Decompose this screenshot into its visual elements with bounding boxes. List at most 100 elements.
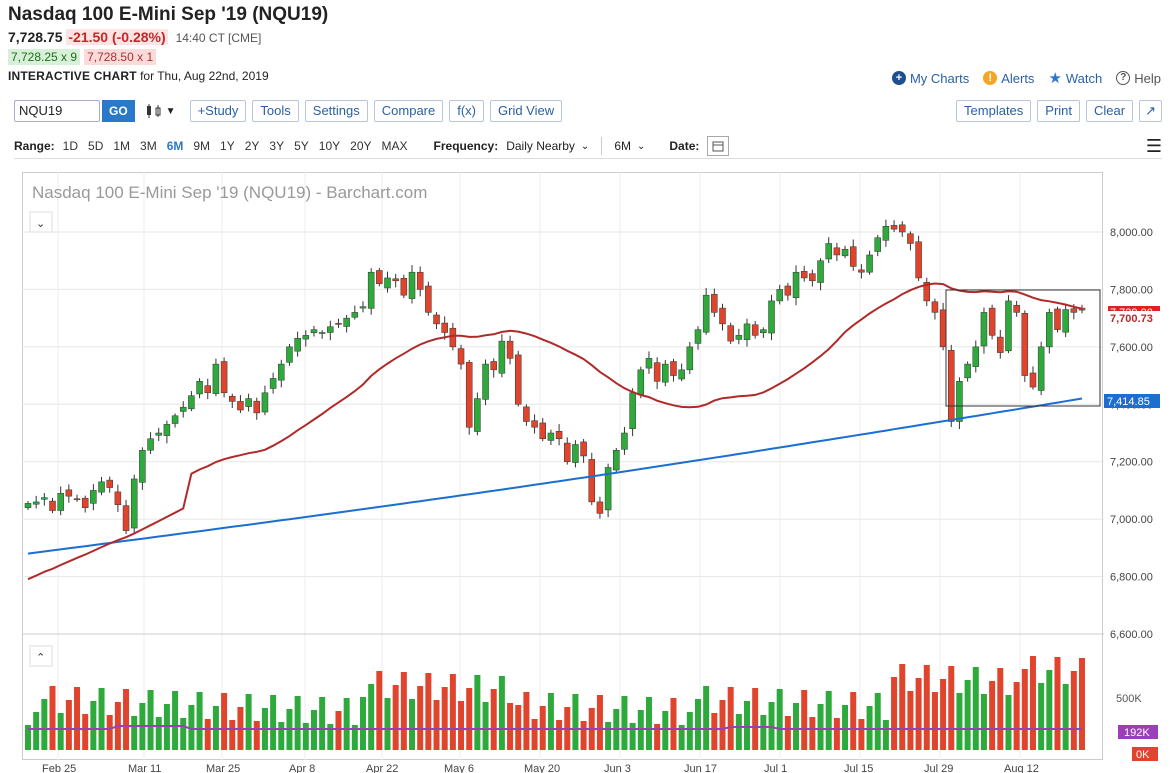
candle-body[interactable]: [858, 269, 865, 273]
range-option-max[interactable]: MAX: [381, 139, 408, 153]
candle-body[interactable]: [490, 361, 497, 371]
candle-body[interactable]: [939, 309, 947, 348]
candle-body[interactable]: [171, 415, 179, 424]
study-button[interactable]: +Study: [189, 100, 247, 122]
candle-body[interactable]: [24, 503, 32, 508]
candle-body[interactable]: [596, 501, 604, 514]
candle-body[interactable]: [613, 449, 620, 471]
candle-body[interactable]: [122, 505, 130, 531]
candle-body[interactable]: [866, 254, 873, 273]
symbol-input[interactable]: NQU19: [14, 100, 100, 122]
candle-body[interactable]: [1013, 304, 1020, 313]
candle-body[interactable]: [106, 479, 113, 488]
templates-button[interactable]: Templates: [956, 100, 1032, 122]
candle-body[interactable]: [506, 340, 514, 359]
candle-body[interactable]: [898, 224, 906, 233]
candle-body[interactable]: [335, 323, 342, 325]
frequency-select[interactable]: Daily Nearby ⌄: [506, 139, 589, 153]
volume-collapse-button[interactable]: ⌃: [29, 645, 53, 667]
go-button[interactable]: GO: [102, 100, 135, 122]
candle-body[interactable]: [204, 385, 212, 394]
candle-body[interactable]: [384, 277, 391, 289]
candle-body[interactable]: [1070, 308, 1078, 313]
candle-body[interactable]: [441, 322, 448, 333]
candle-body[interactable]: [760, 329, 767, 334]
candle-body[interactable]: [400, 277, 408, 296]
collapse-button[interactable]: ⌄: [29, 211, 53, 233]
candle-body[interactable]: [229, 395, 236, 402]
candle-body[interactable]: [49, 500, 56, 511]
candle-body[interactable]: [686, 346, 694, 371]
range-option-20y[interactable]: 20Y: [350, 139, 372, 153]
candle-body[interactable]: [188, 395, 195, 410]
range-option-10y[interactable]: 10Y: [318, 139, 341, 153]
candle-body[interactable]: [923, 282, 931, 302]
candle-body[interactable]: [776, 289, 783, 302]
candle-body[interactable]: [694, 329, 702, 344]
candle-body[interactable]: [425, 285, 432, 313]
candle-body[interactable]: [179, 406, 187, 412]
candle-body[interactable]: [278, 363, 285, 381]
candle-body[interactable]: [833, 247, 841, 256]
candle-body[interactable]: [841, 248, 849, 257]
clear-button[interactable]: Clear: [1086, 100, 1134, 122]
candle-body[interactable]: [792, 271, 800, 299]
candle-body[interactable]: [498, 340, 506, 374]
candle-body[interactable]: [261, 392, 269, 413]
candle-body[interactable]: [416, 271, 424, 290]
help-link[interactable]: ? Help: [1116, 71, 1161, 86]
candle-body[interactable]: [751, 324, 759, 336]
candle-body[interactable]: [73, 498, 81, 501]
period-select[interactable]: 6M ⌄: [614, 139, 645, 153]
candle-body[interactable]: [849, 246, 857, 267]
candle-body[interactable]: [621, 432, 628, 450]
candle-body[interactable]: [637, 369, 645, 395]
candle-body[interactable]: [1062, 309, 1069, 333]
chart-type-selector[interactable]: ▼: [145, 103, 176, 119]
candle-body[interactable]: [237, 401, 244, 411]
print-button[interactable]: Print: [1037, 100, 1081, 122]
candle-body[interactable]: [163, 424, 171, 436]
candle-body[interactable]: [915, 241, 922, 279]
candle-body[interactable]: [948, 350, 955, 422]
candle-body[interactable]: [253, 400, 261, 414]
candle-body[interactable]: [653, 362, 661, 382]
candle-body[interactable]: [727, 325, 734, 342]
candle-body[interactable]: [964, 363, 971, 379]
candle-body[interactable]: [588, 459, 596, 503]
candle-body[interactable]: [359, 306, 367, 309]
candle-body[interactable]: [719, 307, 726, 325]
candle-body[interactable]: [980, 312, 988, 347]
candle-body[interactable]: [65, 489, 73, 497]
candle-body[interactable]: [408, 271, 416, 299]
candle-body[interactable]: [449, 327, 457, 348]
candle-body[interactable]: [890, 225, 898, 230]
candle-body[interactable]: [572, 444, 579, 463]
range-box-drawing[interactable]: [945, 289, 1101, 407]
candle-body[interactable]: [457, 348, 465, 365]
tools-button[interactable]: Tools: [252, 100, 299, 122]
candle-body[interactable]: [310, 329, 318, 334]
candle-body[interactable]: [956, 381, 963, 422]
candle-body[interactable]: [997, 336, 1004, 353]
range-option-5y[interactable]: 5Y: [294, 139, 309, 153]
my-charts-link[interactable]: + My Charts: [891, 71, 969, 86]
candle-body[interactable]: [539, 422, 546, 439]
range-option-3m[interactable]: 3M: [140, 139, 157, 153]
candle-body[interactable]: [1029, 372, 1037, 388]
candle-body[interactable]: [817, 260, 824, 283]
candle-body[interactable]: [768, 300, 775, 334]
candle-body[interactable]: [711, 294, 718, 313]
candle-body[interactable]: [555, 431, 563, 439]
candle-body[interactable]: [245, 398, 252, 407]
candle-body[interactable]: [474, 398, 481, 432]
candle-body[interactable]: [286, 346, 293, 363]
candle-body[interactable]: [155, 432, 162, 436]
candle-body[interactable]: [32, 501, 40, 505]
candle-body[interactable]: [882, 226, 890, 241]
candle-body[interactable]: [294, 337, 301, 352]
candle-body[interactable]: [800, 271, 808, 279]
candle-body[interactable]: [147, 438, 154, 451]
candle-body[interactable]: [629, 392, 636, 429]
candle-body[interactable]: [702, 294, 710, 333]
